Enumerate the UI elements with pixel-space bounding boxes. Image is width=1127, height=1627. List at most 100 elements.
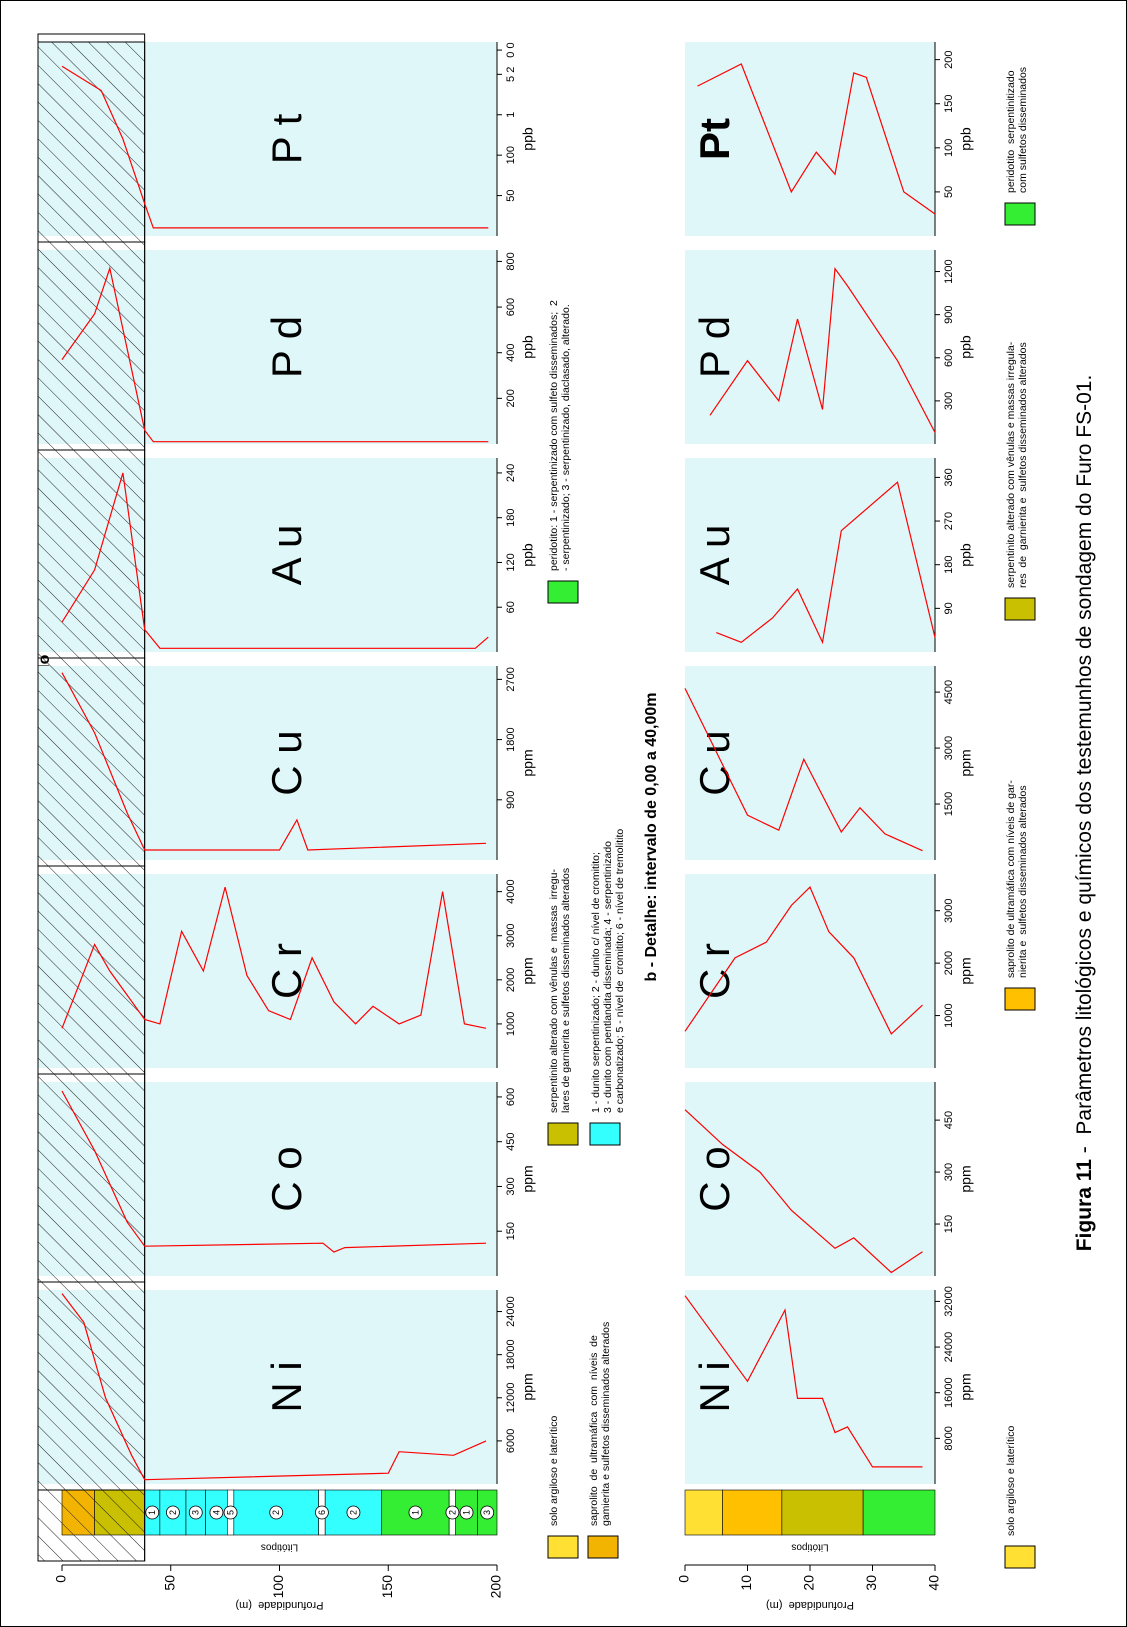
y-tick-label: 30 [863,1575,879,1591]
panel-title: C u [691,730,738,795]
landscape-figure: Figura 11 - Parâmetros litológicos e quí… [36,33,1096,1611]
x-tick-label: 900 [505,791,517,809]
x-axis-unit: ppm [520,1165,536,1192]
profile-line [61,1090,487,1253]
y-tick-label: 100 [270,1575,286,1599]
legend-swatch [547,1122,579,1146]
x-tick-label: 2000 [505,968,517,992]
x-tick-label: 270 [943,512,955,530]
x-tick-label: 300 [943,1163,955,1181]
caption: Figura 11 - Parâmetros litológicos e quí… [1073,375,1096,1252]
lithology-unit [722,1489,783,1536]
legend-text: serpentinito alterado com vênulas e mass… [548,869,560,1113]
profile-line [61,266,489,443]
caption-text: - Parâmetros litológicos e químicos dos … [1073,375,1096,1159]
legend-text: nierita e sulfetos disseminados alterado… [1017,785,1029,978]
x-tick-label: 24000 [943,1332,955,1363]
lithology-unit [684,1489,723,1536]
x-tick-label: 600 [943,349,955,367]
x-axis-unit: ppb [958,335,974,359]
legend-text: - serpentinizado; 3 - serpentinizado, di… [560,304,572,571]
x-tick-label: 3000 [943,736,955,760]
y-tick-label: 150 [379,1575,395,1599]
lithology-unit [862,1489,936,1536]
x-tick-label: 4000 [505,879,517,903]
lithology-label: 1 [410,1510,420,1515]
panel-background [38,666,497,860]
profile-line [684,1295,923,1468]
legend-text: solo argiloso e laterítico [548,1416,560,1526]
x-tick-label: 18000 [505,1339,517,1370]
caption-label: Figura 11 [1073,1159,1096,1252]
lithology-label: 5 [225,1510,235,1515]
x-tick-label: 50 [505,189,517,201]
x-axis-unit: ppb [958,543,974,567]
legend-text: res de garnierita e sulfetos disseminado… [1017,342,1029,588]
legend-text: peridotito serpentinitizado [1005,70,1017,193]
x-tick-label: 450 [505,1133,517,1151]
panel-title: C r [691,943,738,999]
panel-title: C r [263,943,310,999]
x-tick-label: 3000 [505,923,517,947]
x-axis-unit: ppb [520,543,536,567]
lithology-marker [480,1505,495,1520]
panel-title: A u [691,525,738,586]
panel-title: N i [691,1361,738,1412]
x-tick-label: 0 0 [505,42,517,57]
legend-swatch [589,1122,621,1146]
legend-text: lares de garnierita e sulfetos dissemina… [560,868,572,1113]
x-tick-label: 150 [943,1215,955,1233]
section-title: b - Detalhe: intervalo de 0,00 a 40,00m [643,692,660,981]
x-axis-unit: ppm [958,957,974,984]
panel-background [38,42,497,236]
panel-background [685,666,935,860]
x-tick-label: 450 [943,1111,955,1129]
legend-text: saprolito de ultramáfica com níveis de g… [1005,780,1017,978]
lithology-label: 6 [317,1510,327,1515]
profile-line [61,472,489,649]
x-tick-label: 6000 [505,1429,517,1453]
lithology-label: 4 [211,1510,221,1515]
panel-background [38,874,497,1068]
x-tick-label: 1000 [505,1012,517,1036]
x-tick-label: 300 [943,392,955,410]
panel-background [685,874,935,1068]
lithology-label: 2 [271,1510,281,1515]
x-axis-unit: ppm [958,1165,974,1192]
lithology-marker [315,1505,329,1520]
x-tick-label: 200 [505,389,517,407]
lithology-label: 2 [447,1510,457,1515]
x-axis-unit: ppm [520,749,536,776]
x-tick-label: 1800 [505,727,517,751]
x-tick-label: 120 [505,553,517,571]
legend-swatch [1004,1545,1036,1569]
x-tick-label: 12000 [505,1382,517,1413]
x-tick-label: 1500 [943,792,955,816]
x-tick-label: 400 [505,344,517,362]
legend-text: peridotito: 1 - serpentinizado com sulfe… [548,300,560,571]
lithology-marker [223,1505,238,1520]
x-tick-label: 150 [943,95,955,113]
x-tick-label: 240 [505,464,517,482]
panel-title: P t [263,113,310,164]
profile-line [61,1293,487,1481]
panel-background [685,250,935,444]
y-axis-label: Profundidade (m) [235,1599,323,1611]
profile-line [61,887,487,1029]
lithology-title: Litótipos [261,1541,298,1552]
panel-title: C u [263,730,310,795]
lithology-marker [408,1505,423,1520]
lithology-marker [445,1505,460,1520]
lithology-marker [166,1505,180,1520]
legend-swatch [1004,987,1036,1011]
x-tick-label: 180 [943,556,955,574]
x-tick-label: 150 [505,1222,517,1240]
x-tick-label: 180 [505,509,517,527]
x-tick-label: 60 [505,601,517,613]
y-tick-label: 0 [53,1575,69,1583]
panel-background [38,1082,497,1276]
x-tick-label: 5 2 [505,67,517,82]
x-tick-label: 50 [943,186,955,198]
x-tick-label: 2000 [943,951,955,975]
